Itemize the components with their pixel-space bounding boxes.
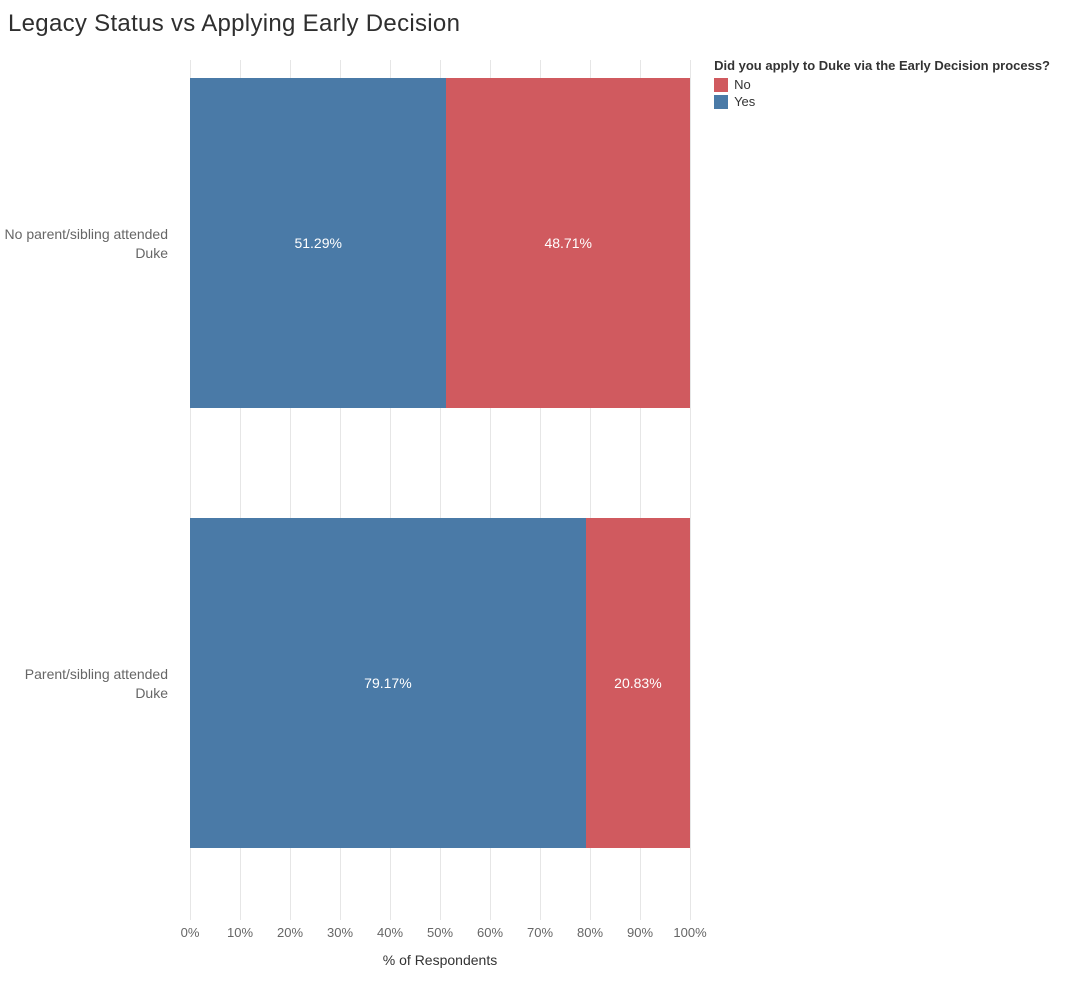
plot-area: % of Respondents 0%10%20%30%40%50%60%70%… — [190, 60, 690, 940]
bar-segment-no: 48.71% — [446, 78, 690, 408]
bar-row: 51.29%48.71% — [190, 78, 690, 408]
gridline — [690, 60, 691, 920]
legend-swatch-icon — [714, 95, 728, 109]
x-tick-label: 20% — [277, 925, 303, 940]
x-tick-label: 80% — [577, 925, 603, 940]
x-tick-label: 90% — [627, 925, 653, 940]
y-category-label: No parent/sibling attended Duke — [0, 225, 178, 263]
x-tick-label: 70% — [527, 925, 553, 940]
x-tick-label: 40% — [377, 925, 403, 940]
chart-title: Legacy Status vs Applying Early Decision — [8, 10, 460, 38]
x-axis-label: % of Respondents — [383, 952, 497, 968]
legend-label: No — [734, 77, 751, 92]
legend-item: Yes — [714, 94, 1050, 109]
legend-swatch-icon — [714, 78, 728, 92]
x-tick-label: 50% — [427, 925, 453, 940]
legend-label: Yes — [734, 94, 755, 109]
bar-segment-yes: 79.17% — [190, 518, 586, 848]
x-tick-label: 100% — [673, 925, 706, 940]
x-tick-label: 0% — [181, 925, 200, 940]
legend-item: No — [714, 77, 1050, 92]
bar-segment-yes: 51.29% — [190, 78, 446, 408]
x-tick-label: 10% — [227, 925, 253, 940]
y-category-label: Parent/sibling attended Duke — [0, 665, 178, 703]
legend: Did you apply to Duke via the Early Deci… — [714, 58, 1050, 109]
x-tick-label: 30% — [327, 925, 353, 940]
legend-title: Did you apply to Duke via the Early Deci… — [714, 58, 1050, 73]
bar-row: 79.17%20.83% — [190, 518, 690, 848]
x-tick-label: 60% — [477, 925, 503, 940]
bar-segment-no: 20.83% — [586, 518, 690, 848]
